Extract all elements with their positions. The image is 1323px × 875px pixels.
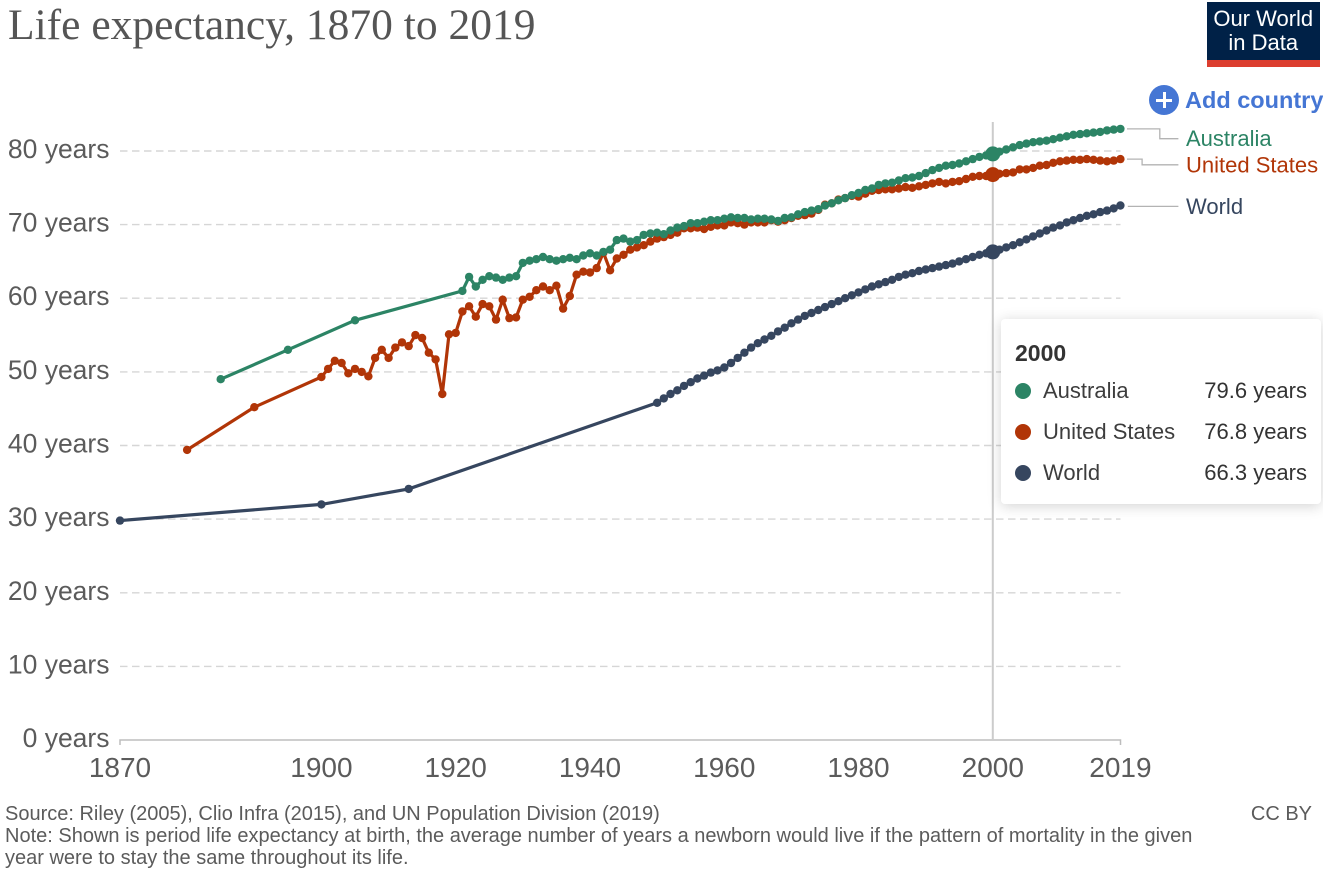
svg-text:1870: 1870	[89, 752, 151, 783]
svg-text:0 years: 0 years	[23, 723, 110, 753]
svg-text:70 years: 70 years	[8, 208, 110, 238]
svg-text:1940: 1940	[559, 752, 621, 783]
svg-text:1980: 1980	[827, 752, 889, 783]
svg-text:40 years: 40 years	[8, 429, 110, 459]
svg-text:80 years: 80 years	[8, 134, 110, 164]
svg-text:1920: 1920	[425, 752, 487, 783]
svg-text:Australia: Australia	[1186, 126, 1272, 151]
svg-text:2019: 2019	[1089, 752, 1151, 783]
svg-text:50 years: 50 years	[8, 355, 110, 385]
svg-text:United States: United States	[1186, 152, 1318, 177]
svg-text:20 years: 20 years	[8, 576, 110, 606]
svg-text:30 years: 30 years	[8, 502, 110, 532]
svg-text:10 years: 10 years	[8, 649, 110, 679]
svg-text:60 years: 60 years	[8, 281, 110, 311]
svg-text:1900: 1900	[290, 752, 352, 783]
svg-text:2000: 2000	[962, 752, 1024, 783]
svg-text:1960: 1960	[693, 752, 755, 783]
svg-text:World: World	[1186, 194, 1243, 219]
